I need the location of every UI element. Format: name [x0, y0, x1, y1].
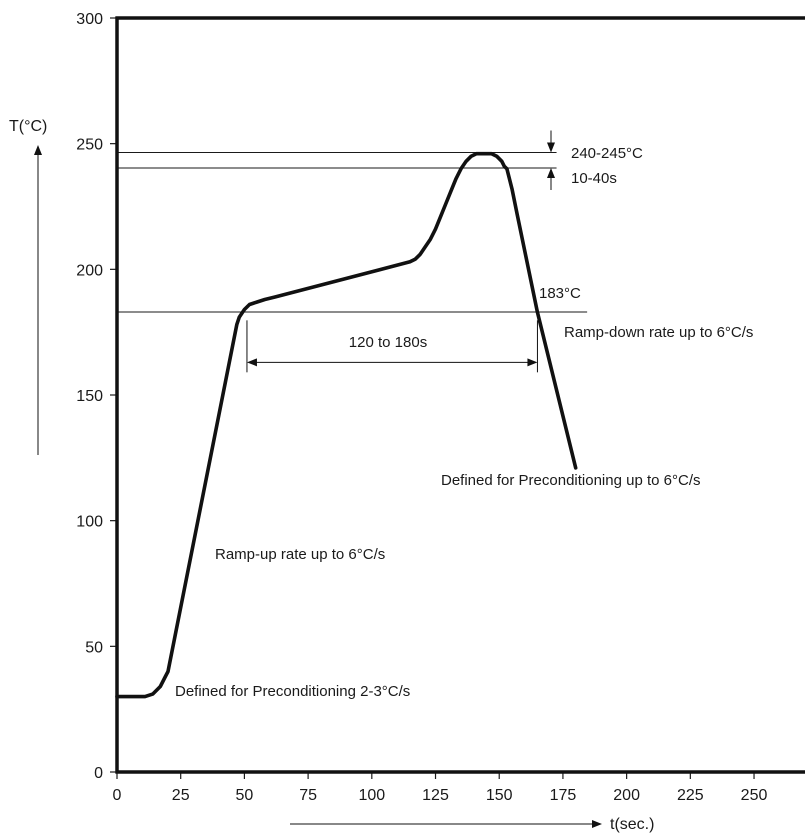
liquidus-temp-annotation: 183°C	[539, 285, 581, 302]
x-tick-label: 225	[677, 787, 704, 804]
duration-arrow-right	[527, 358, 538, 367]
y-axis-title: T(°C)	[9, 118, 47, 135]
axis-ticks	[110, 17, 755, 779]
x-tick-label: 100	[358, 787, 385, 804]
y-tick-label: 100	[76, 514, 103, 531]
plot-frame	[115, 16, 805, 774]
x-direction-arrow-head	[592, 820, 602, 828]
x-tick-label: 0	[113, 787, 122, 804]
temperature-profile-line	[115, 151, 578, 699]
peak-arrow-bottom-head	[547, 168, 555, 179]
cool-precond-annotation: Defined for Preconditioning up to 6°C/s	[441, 472, 700, 489]
peak-time-annotation: 10-40s	[571, 170, 617, 187]
x-tick-label: 150	[486, 787, 513, 804]
y-tick-label: 50	[85, 639, 103, 656]
dimension-markers	[34, 130, 602, 828]
liquidus-duration-annotation: 120 to 180s	[349, 334, 427, 351]
ramp-up-annotation: Ramp-up rate up to 6°C/s	[215, 546, 385, 563]
y-tick-label: 150	[76, 388, 103, 405]
x-tick-label: 125	[422, 787, 449, 804]
x-tick-label: 250	[741, 787, 768, 804]
y-tick-label: 250	[76, 137, 103, 154]
peak-arrow-top-head	[547, 142, 555, 153]
duration-arrow-left	[246, 358, 257, 367]
x-axis-title: t(sec.)	[610, 816, 654, 833]
x-tick-label: 200	[613, 787, 640, 804]
x-tick-label: 75	[299, 787, 317, 804]
y-direction-arrow-head	[34, 145, 42, 155]
reference-lines	[117, 151, 588, 313]
y-tick-label: 300	[76, 11, 103, 28]
tick-labels: 0 25 50 75 100 125 150 175 200 225 250 0 50 100 150 200…	[76, 11, 767, 804]
ramp-down-annotation: Ramp-down rate up to 6°C/s	[564, 324, 753, 341]
series-layer	[115, 151, 578, 699]
y-tick-label: 0	[94, 765, 103, 782]
x-tick-label: 25	[172, 787, 190, 804]
y-tick-label: 200	[76, 262, 103, 279]
preheat-precond-annotation: Defined for Preconditioning 2-3°C/s	[175, 683, 410, 700]
x-tick-label: 175	[550, 787, 577, 804]
peak-temp-annotation: 240-245°C	[571, 145, 643, 162]
x-tick-label: 50	[236, 787, 254, 804]
